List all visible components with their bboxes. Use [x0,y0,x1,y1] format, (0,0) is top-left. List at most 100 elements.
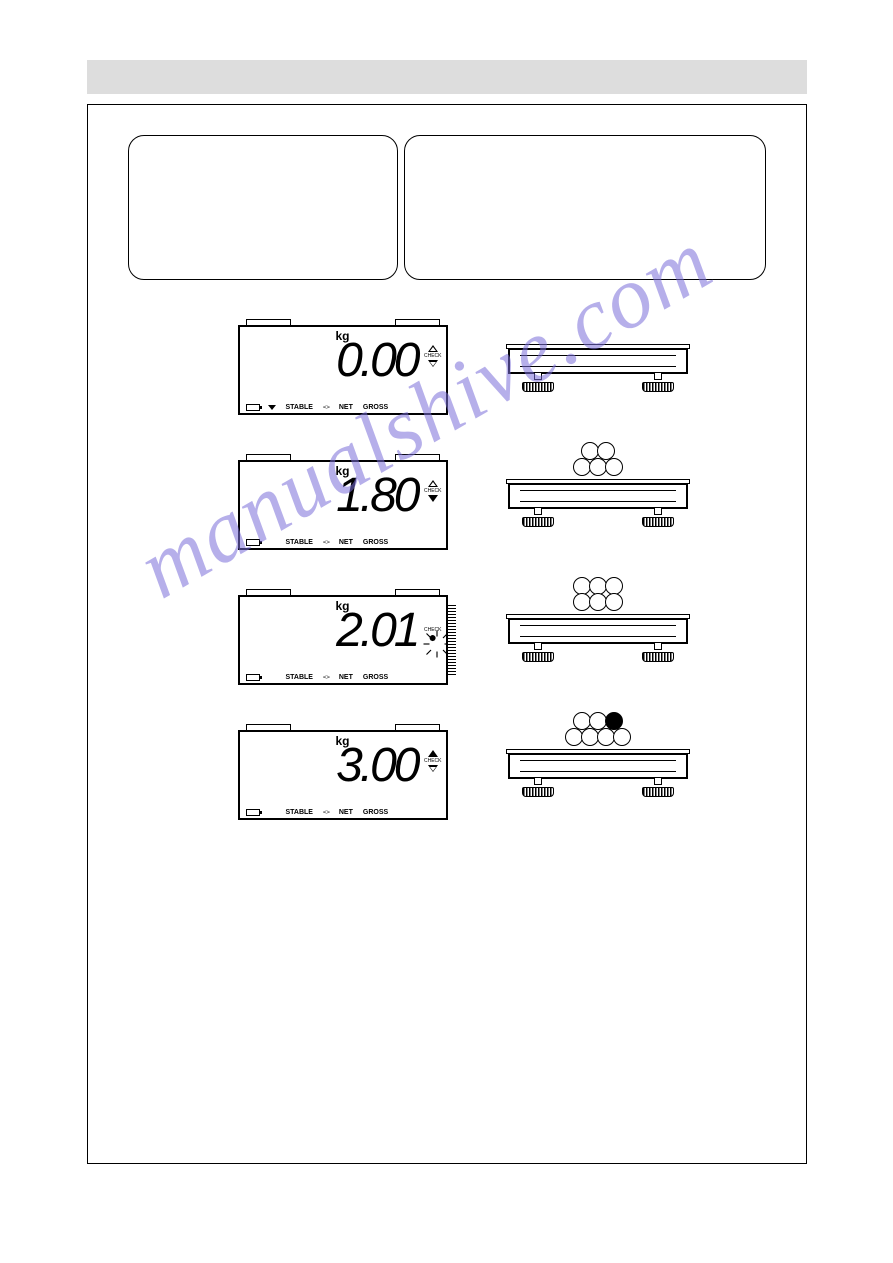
battery-icon [246,674,260,681]
stable-label: STABLE [286,674,313,681]
platform-leg [642,507,674,527]
battery-icon [246,809,260,816]
lcd-tabs [240,724,446,732]
lcd-display-4: kg 3.00 CHECK STABLE NET GROSS [238,730,448,820]
gross-label: GROSS [363,809,388,816]
scale-platform-3 [508,618,688,662]
platform-top [508,753,688,779]
load-row [574,594,622,610]
lcd-tabs [240,454,446,462]
gross-label: GROSS [363,674,388,681]
lcd-tab [395,319,440,327]
lcd-tab [395,724,440,732]
decor-line [520,636,676,637]
decor-line [520,355,676,356]
chevron-down-icon [428,765,438,772]
load-row [582,443,614,459]
chevron-up-icon [428,750,438,757]
platform-leg [642,777,674,797]
lcd-display-1: kg 0.00 CHECK STABLE NET GROSS [238,325,448,415]
lcd-tab [246,589,291,597]
platform-leg [522,777,554,797]
load-stack [574,578,622,610]
platform-leg [642,642,674,662]
step-row-4: kg 3.00 CHECK STABLE NET GROSS [238,730,766,820]
check-label: CHECK [424,353,442,359]
scale-platform-4 [508,753,688,797]
chevron-up-icon [428,345,438,352]
check-label: CHECK [424,488,442,494]
stable-label: STABLE [286,404,313,411]
load-row [574,578,622,594]
net-label: NET [339,539,353,546]
section-header-bar [87,60,807,94]
chevron-down-icon [428,360,438,367]
platform-leg [522,507,554,527]
net-label: NET [339,674,353,681]
lcd-tab [395,589,440,597]
lcd-tab [246,724,291,732]
platform-tray [506,479,690,484]
gross-label: GROSS [363,404,388,411]
load-stack [566,713,630,745]
platform-legs [508,372,688,392]
step-row-1: kg 0.00 CHECK STABLE NET GROSS [238,325,766,415]
stable-label: STABLE [286,809,313,816]
lcd-value: 2.01 [336,607,417,655]
chevron-up-icon [428,480,438,487]
lcd-status-row: STABLE NET GROSS [246,809,440,816]
load-row [574,713,622,729]
decor-line [520,490,676,491]
lcd-check-indicator: CHECK [424,345,442,367]
lcd-status-row: STABLE NET GROSS [246,539,440,546]
load-stack [574,443,622,475]
lcd-status-row: STABLE NET GROSS [246,674,440,681]
platform-top [508,348,688,374]
gross-label: GROSS [363,539,388,546]
check-label: CHECK [424,758,442,764]
zero-icon [323,404,329,411]
lcd-value: 1.80 [336,472,417,520]
load-row [566,729,630,745]
platform-tray [506,614,690,619]
decor-line [520,771,676,772]
decor-line [520,366,676,367]
platform-leg [642,372,674,392]
platform-top [508,618,688,644]
lcd-check-indicator: CHECK [424,750,442,772]
lcd-tabs [240,589,446,597]
decor-line [520,501,676,502]
platform-tray [506,344,690,349]
battery-icon [246,404,260,411]
load-item [605,593,623,611]
load-item [613,728,631,746]
lcd-display-3: kg 2.01 CHECK ● [238,595,448,685]
lcd-tab [246,319,291,327]
decor-line [520,625,676,626]
lcd-value: 3.00 [336,742,417,790]
lcd-display-2: kg 1.80 CHECK STABLE NET GROSS [238,460,448,550]
lcd-tab [395,454,440,462]
net-label: NET [339,404,353,411]
platform-leg [522,642,554,662]
scale-platform-1 [508,348,688,392]
stable-label: STABLE [286,539,313,546]
zero-icon [323,809,329,816]
hatch-icon [448,605,456,675]
platform-tray [506,749,690,754]
step-row-2: kg 1.80 CHECK STABLE NET GROSS [238,460,766,550]
info-box-left [128,135,398,280]
lcd-check-indicator: CHECK [424,480,442,502]
load-row [574,459,622,475]
lcd-status-row: STABLE NET GROSS [246,404,440,411]
platform-leg [522,372,554,392]
lcd-tabs [240,319,446,327]
lcd-value: 0.00 [336,337,417,385]
platform-legs [508,507,688,527]
net-label: NET [339,809,353,816]
zero-icon [323,674,329,681]
step-row-3: kg 2.01 CHECK ● [238,595,766,685]
info-box-right [404,135,766,280]
chevron-down-icon [428,495,438,502]
decor-line [520,760,676,761]
